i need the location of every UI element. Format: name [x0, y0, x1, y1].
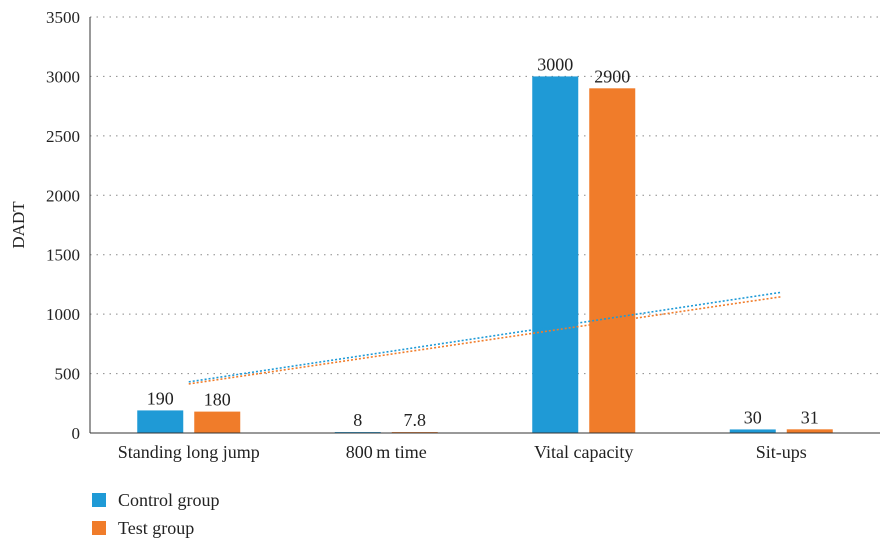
legend-item-control: Control group [92, 486, 220, 514]
data-labels: 190 8 3000 30 180 7.8 2900 31 [147, 54, 819, 430]
y-axis-label: DADT [9, 201, 28, 249]
data-label: 2900 [594, 66, 630, 86]
data-label: 8 [353, 410, 362, 430]
y-tick-label: 3000 [46, 67, 80, 86]
legend-label-control: Control group [118, 489, 220, 510]
data-label: 7.8 [404, 410, 427, 430]
bar-control [137, 410, 184, 433]
y-tick-label: 1500 [46, 246, 80, 265]
gridlines [90, 16, 880, 375]
legend-label-test: Test group [118, 517, 195, 538]
data-label: 30 [744, 407, 762, 427]
y-tick-label: 0 [72, 424, 81, 443]
bar-control [729, 429, 776, 433]
y-tick-label: 1000 [46, 305, 80, 324]
x-category-label: Vital capacity [534, 442, 633, 462]
y-tick-label: 2500 [46, 127, 80, 146]
x-category-label: 800 m time [346, 442, 427, 462]
y-tick-label: 500 [55, 365, 81, 384]
x-category-label: Standing long jump [118, 442, 260, 462]
y-axis-ticks: 0 500 1000 1500 2000 2500 3000 3500 [46, 8, 80, 443]
legend-item-test: Test group [92, 514, 220, 542]
bars [137, 76, 833, 434]
trendline-test [188, 295, 782, 385]
x-category-label: Sit-ups [756, 442, 807, 462]
y-tick-label: 3500 [46, 8, 80, 27]
bar-control [532, 76, 579, 433]
bar-test [589, 88, 636, 434]
x-axis-categories: Standing long jump 800 m time Vital capaci… [118, 442, 807, 462]
data-label: 31 [801, 407, 819, 427]
bar-test [786, 429, 833, 433]
data-label: 190 [147, 388, 174, 408]
legend: Control group Test group [92, 486, 220, 542]
data-label: 3000 [537, 54, 573, 74]
legend-swatch-control [92, 493, 106, 507]
data-label: 180 [204, 390, 231, 410]
trendline-control [188, 291, 782, 383]
trendlines [188, 291, 782, 385]
y-tick-label: 2000 [46, 186, 80, 205]
legend-swatch-test [92, 521, 106, 535]
bar-test [194, 411, 241, 433]
